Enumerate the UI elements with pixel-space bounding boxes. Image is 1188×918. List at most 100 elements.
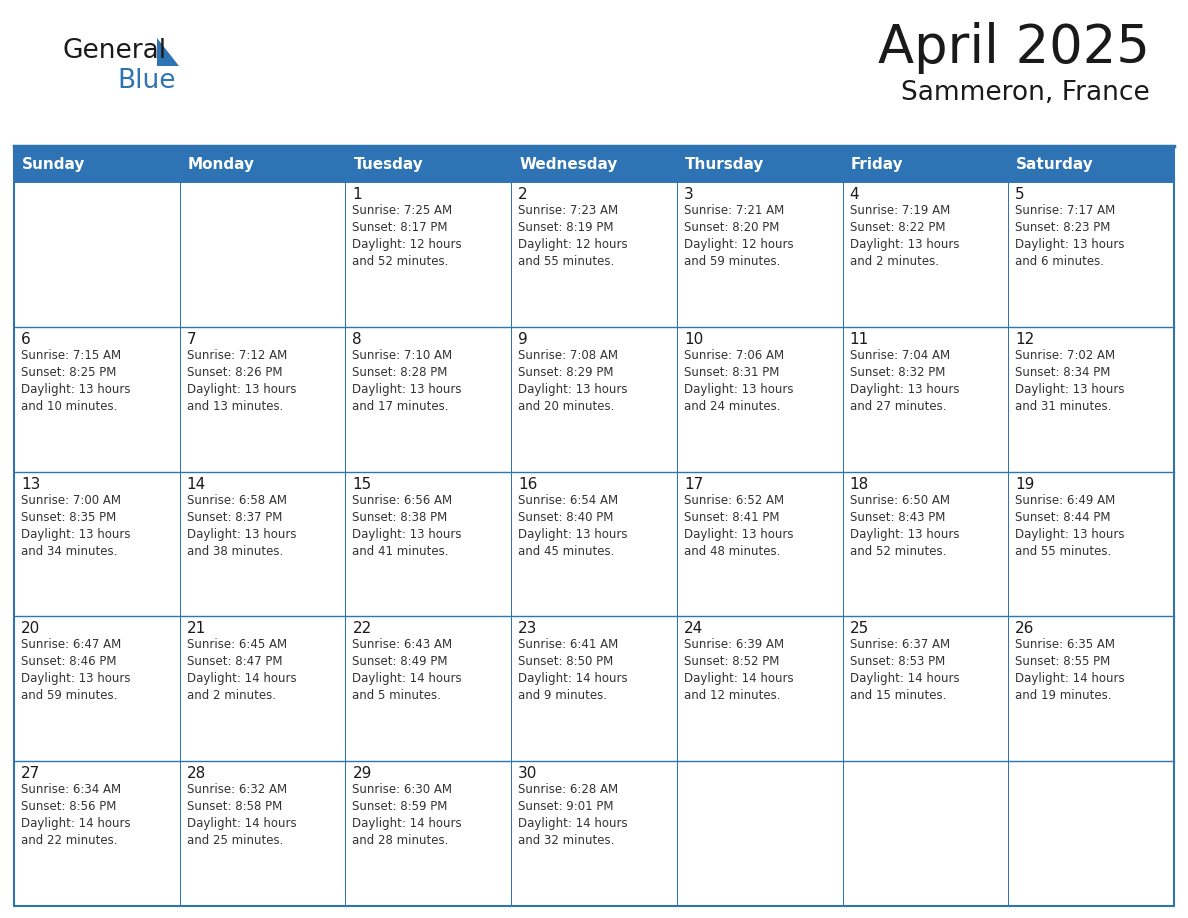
- Text: Sunrise: 7:04 AM
Sunset: 8:32 PM
Daylight: 13 hours
and 27 minutes.: Sunrise: 7:04 AM Sunset: 8:32 PM Dayligh…: [849, 349, 959, 413]
- Bar: [511, 761, 677, 906]
- Text: Sunrise: 7:23 AM
Sunset: 8:19 PM
Daylight: 12 hours
and 55 minutes.: Sunrise: 7:23 AM Sunset: 8:19 PM Dayligh…: [518, 204, 627, 268]
- Text: Sunrise: 7:25 AM
Sunset: 8:17 PM
Daylight: 12 hours
and 52 minutes.: Sunrise: 7:25 AM Sunset: 8:17 PM Dayligh…: [353, 204, 462, 268]
- Text: 10: 10: [684, 331, 703, 347]
- Text: Sunrise: 6:50 AM
Sunset: 8:43 PM
Daylight: 13 hours
and 52 minutes.: Sunrise: 6:50 AM Sunset: 8:43 PM Dayligh…: [849, 494, 959, 557]
- Text: 8: 8: [353, 331, 362, 347]
- Bar: [346, 761, 511, 906]
- Text: 7: 7: [187, 331, 196, 347]
- Bar: [14, 616, 179, 761]
- Text: Monday: Monday: [188, 158, 254, 173]
- Text: 20: 20: [21, 621, 40, 636]
- Text: Sunrise: 6:37 AM
Sunset: 8:53 PM
Daylight: 14 hours
and 15 minutes.: Sunrise: 6:37 AM Sunset: 8:53 PM Dayligh…: [849, 638, 959, 702]
- Text: 14: 14: [187, 476, 206, 492]
- Text: Sunrise: 7:15 AM
Sunset: 8:25 PM
Daylight: 13 hours
and 10 minutes.: Sunrise: 7:15 AM Sunset: 8:25 PM Dayligh…: [21, 349, 131, 413]
- Bar: [179, 327, 346, 472]
- Text: 17: 17: [684, 476, 703, 492]
- Bar: [677, 472, 842, 616]
- Text: 28: 28: [187, 767, 206, 781]
- Text: 18: 18: [849, 476, 868, 492]
- Bar: [1009, 616, 1174, 761]
- Text: 6: 6: [21, 331, 31, 347]
- Text: 2: 2: [518, 187, 527, 202]
- Bar: [1009, 182, 1174, 327]
- Bar: [346, 327, 511, 472]
- Bar: [14, 761, 179, 906]
- Bar: [511, 472, 677, 616]
- Text: 12: 12: [1016, 331, 1035, 347]
- Text: 23: 23: [518, 621, 537, 636]
- Bar: [14, 148, 1174, 906]
- Text: Sunrise: 6:35 AM
Sunset: 8:55 PM
Daylight: 14 hours
and 19 minutes.: Sunrise: 6:35 AM Sunset: 8:55 PM Dayligh…: [1016, 638, 1125, 702]
- Bar: [179, 472, 346, 616]
- Bar: [842, 616, 1009, 761]
- Text: Sunrise: 6:52 AM
Sunset: 8:41 PM
Daylight: 13 hours
and 48 minutes.: Sunrise: 6:52 AM Sunset: 8:41 PM Dayligh…: [684, 494, 794, 557]
- Text: Sunrise: 6:34 AM
Sunset: 8:56 PM
Daylight: 14 hours
and 22 minutes.: Sunrise: 6:34 AM Sunset: 8:56 PM Dayligh…: [21, 783, 131, 847]
- Text: Sunrise: 6:54 AM
Sunset: 8:40 PM
Daylight: 13 hours
and 45 minutes.: Sunrise: 6:54 AM Sunset: 8:40 PM Dayligh…: [518, 494, 627, 557]
- Text: 30: 30: [518, 767, 537, 781]
- Text: 24: 24: [684, 621, 703, 636]
- Text: Thursday: Thursday: [684, 158, 764, 173]
- Bar: [511, 182, 677, 327]
- Bar: [179, 761, 346, 906]
- Bar: [14, 148, 1174, 182]
- Text: Friday: Friday: [851, 158, 903, 173]
- Text: Sunrise: 7:00 AM
Sunset: 8:35 PM
Daylight: 13 hours
and 34 minutes.: Sunrise: 7:00 AM Sunset: 8:35 PM Dayligh…: [21, 494, 131, 557]
- Text: Sunrise: 6:41 AM
Sunset: 8:50 PM
Daylight: 14 hours
and 9 minutes.: Sunrise: 6:41 AM Sunset: 8:50 PM Dayligh…: [518, 638, 627, 702]
- Text: 21: 21: [187, 621, 206, 636]
- Bar: [346, 616, 511, 761]
- Bar: [14, 327, 179, 472]
- Text: Blue: Blue: [116, 68, 176, 94]
- Text: Wednesday: Wednesday: [519, 158, 618, 173]
- Text: 4: 4: [849, 187, 859, 202]
- Bar: [14, 182, 179, 327]
- Bar: [1009, 327, 1174, 472]
- Text: 1: 1: [353, 187, 362, 202]
- Text: 15: 15: [353, 476, 372, 492]
- Text: Sunrise: 6:30 AM
Sunset: 8:59 PM
Daylight: 14 hours
and 28 minutes.: Sunrise: 6:30 AM Sunset: 8:59 PM Dayligh…: [353, 783, 462, 847]
- Bar: [677, 182, 842, 327]
- Text: 3: 3: [684, 187, 694, 202]
- Text: Sunrise: 6:56 AM
Sunset: 8:38 PM
Daylight: 13 hours
and 41 minutes.: Sunrise: 6:56 AM Sunset: 8:38 PM Dayligh…: [353, 494, 462, 557]
- Text: Sunrise: 7:02 AM
Sunset: 8:34 PM
Daylight: 13 hours
and 31 minutes.: Sunrise: 7:02 AM Sunset: 8:34 PM Dayligh…: [1016, 349, 1125, 413]
- Text: Sunrise: 7:10 AM
Sunset: 8:28 PM
Daylight: 13 hours
and 17 minutes.: Sunrise: 7:10 AM Sunset: 8:28 PM Dayligh…: [353, 349, 462, 413]
- Bar: [346, 182, 511, 327]
- Text: Sunrise: 7:08 AM
Sunset: 8:29 PM
Daylight: 13 hours
and 20 minutes.: Sunrise: 7:08 AM Sunset: 8:29 PM Dayligh…: [518, 349, 627, 413]
- Bar: [842, 761, 1009, 906]
- Text: 13: 13: [21, 476, 40, 492]
- Bar: [677, 616, 842, 761]
- Bar: [511, 327, 677, 472]
- Bar: [14, 472, 179, 616]
- Text: Tuesday: Tuesday: [353, 158, 423, 173]
- Text: 11: 11: [849, 331, 868, 347]
- Text: 19: 19: [1016, 476, 1035, 492]
- Bar: [842, 327, 1009, 472]
- Text: Sunrise: 6:28 AM
Sunset: 9:01 PM
Daylight: 14 hours
and 32 minutes.: Sunrise: 6:28 AM Sunset: 9:01 PM Dayligh…: [518, 783, 627, 847]
- Text: 9: 9: [518, 331, 527, 347]
- Text: Sunrise: 7:12 AM
Sunset: 8:26 PM
Daylight: 13 hours
and 13 minutes.: Sunrise: 7:12 AM Sunset: 8:26 PM Dayligh…: [187, 349, 296, 413]
- Text: 16: 16: [518, 476, 537, 492]
- Bar: [179, 182, 346, 327]
- Bar: [842, 182, 1009, 327]
- Text: General: General: [62, 38, 166, 64]
- Text: Saturday: Saturday: [1016, 158, 1094, 173]
- Bar: [677, 761, 842, 906]
- Bar: [1009, 761, 1174, 906]
- Text: Sunrise: 7:06 AM
Sunset: 8:31 PM
Daylight: 13 hours
and 24 minutes.: Sunrise: 7:06 AM Sunset: 8:31 PM Dayligh…: [684, 349, 794, 413]
- Text: Sunrise: 6:47 AM
Sunset: 8:46 PM
Daylight: 13 hours
and 59 minutes.: Sunrise: 6:47 AM Sunset: 8:46 PM Dayligh…: [21, 638, 131, 702]
- Bar: [179, 616, 346, 761]
- Text: 22: 22: [353, 621, 372, 636]
- Text: Sunrise: 6:32 AM
Sunset: 8:58 PM
Daylight: 14 hours
and 25 minutes.: Sunrise: 6:32 AM Sunset: 8:58 PM Dayligh…: [187, 783, 296, 847]
- Text: Sunday: Sunday: [23, 158, 86, 173]
- Text: 25: 25: [849, 621, 868, 636]
- Text: Sunrise: 6:43 AM
Sunset: 8:49 PM
Daylight: 14 hours
and 5 minutes.: Sunrise: 6:43 AM Sunset: 8:49 PM Dayligh…: [353, 638, 462, 702]
- Polygon shape: [157, 38, 179, 66]
- Text: 29: 29: [353, 767, 372, 781]
- Text: Sammeron, France: Sammeron, France: [902, 80, 1150, 106]
- Text: 26: 26: [1016, 621, 1035, 636]
- Bar: [1009, 472, 1174, 616]
- Text: Sunrise: 7:21 AM
Sunset: 8:20 PM
Daylight: 12 hours
and 59 minutes.: Sunrise: 7:21 AM Sunset: 8:20 PM Dayligh…: [684, 204, 794, 268]
- Text: April 2025: April 2025: [878, 22, 1150, 74]
- Text: Sunrise: 7:17 AM
Sunset: 8:23 PM
Daylight: 13 hours
and 6 minutes.: Sunrise: 7:17 AM Sunset: 8:23 PM Dayligh…: [1016, 204, 1125, 268]
- Bar: [677, 327, 842, 472]
- Bar: [842, 472, 1009, 616]
